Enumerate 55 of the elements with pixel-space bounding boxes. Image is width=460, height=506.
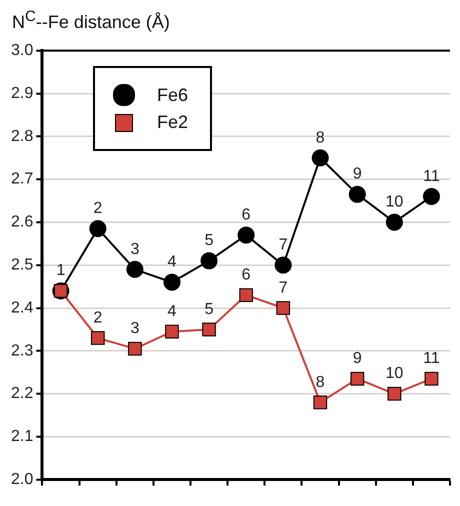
annotation: 1 — [56, 262, 66, 280]
point — [422, 188, 440, 205]
annotation: 3 — [130, 240, 140, 258]
point — [90, 331, 105, 345]
y-tick-label: 3.0 — [10, 42, 34, 60]
annotation: 6 — [242, 206, 251, 224]
annotation: 9 — [352, 350, 362, 368]
annotation: 10 — [386, 365, 404, 382]
legend-label: Fe2 — [157, 112, 188, 133]
y-tick-label: 2.9 — [10, 84, 34, 102]
point — [128, 342, 142, 356]
annotation: 5 — [204, 232, 214, 250]
annotation: 8 — [316, 129, 325, 146]
annotation: 9 — [352, 166, 362, 183]
y-tick-label: 2.1 — [10, 428, 34, 446]
point — [313, 396, 328, 410]
annotation: 11 — [423, 168, 440, 185]
point — [239, 288, 253, 302]
annotation: 7 — [278, 236, 288, 254]
annotation: 3 — [130, 320, 140, 338]
annotation: 4 — [168, 303, 177, 320]
point — [126, 260, 144, 278]
point — [386, 214, 403, 231]
y-tick-label: 2.2 — [10, 385, 34, 402]
annotation: 11 — [423, 350, 440, 368]
annotation: 6 — [242, 266, 251, 284]
y-tick-label: 2.5 — [10, 256, 34, 274]
y-tick-label: 2.6 — [10, 214, 34, 231]
annotation: 7 — [278, 279, 288, 296]
annotation: 8 — [316, 374, 325, 391]
legend-label: Fe6 — [157, 84, 188, 106]
point — [202, 322, 216, 336]
point — [424, 372, 438, 386]
y-tick-label: 2.4 — [10, 299, 34, 316]
point — [276, 301, 290, 315]
annotation: 2 — [93, 309, 102, 326]
point — [89, 220, 106, 238]
annotation: 10 — [386, 194, 404, 211]
point — [238, 226, 255, 244]
point — [348, 186, 366, 203]
point — [388, 386, 402, 401]
annotation: 5 — [204, 300, 214, 318]
point — [163, 274, 180, 291]
y-tick-label: 2.8 — [10, 128, 34, 145]
point — [350, 372, 364, 386]
point — [200, 252, 218, 270]
point — [274, 256, 292, 274]
y-tick-label: 2.3 — [10, 342, 34, 360]
point — [165, 324, 179, 338]
y-axis-title: N$^{C}$--Fe distance (Å) — [12, 8, 171, 34]
annotation: 4 — [168, 254, 177, 271]
point — [312, 149, 329, 166]
y-tick-label: 2.0 — [10, 471, 34, 488]
y-tick-label: 2.7 — [10, 170, 34, 188]
annotation: 2 — [93, 200, 102, 218]
